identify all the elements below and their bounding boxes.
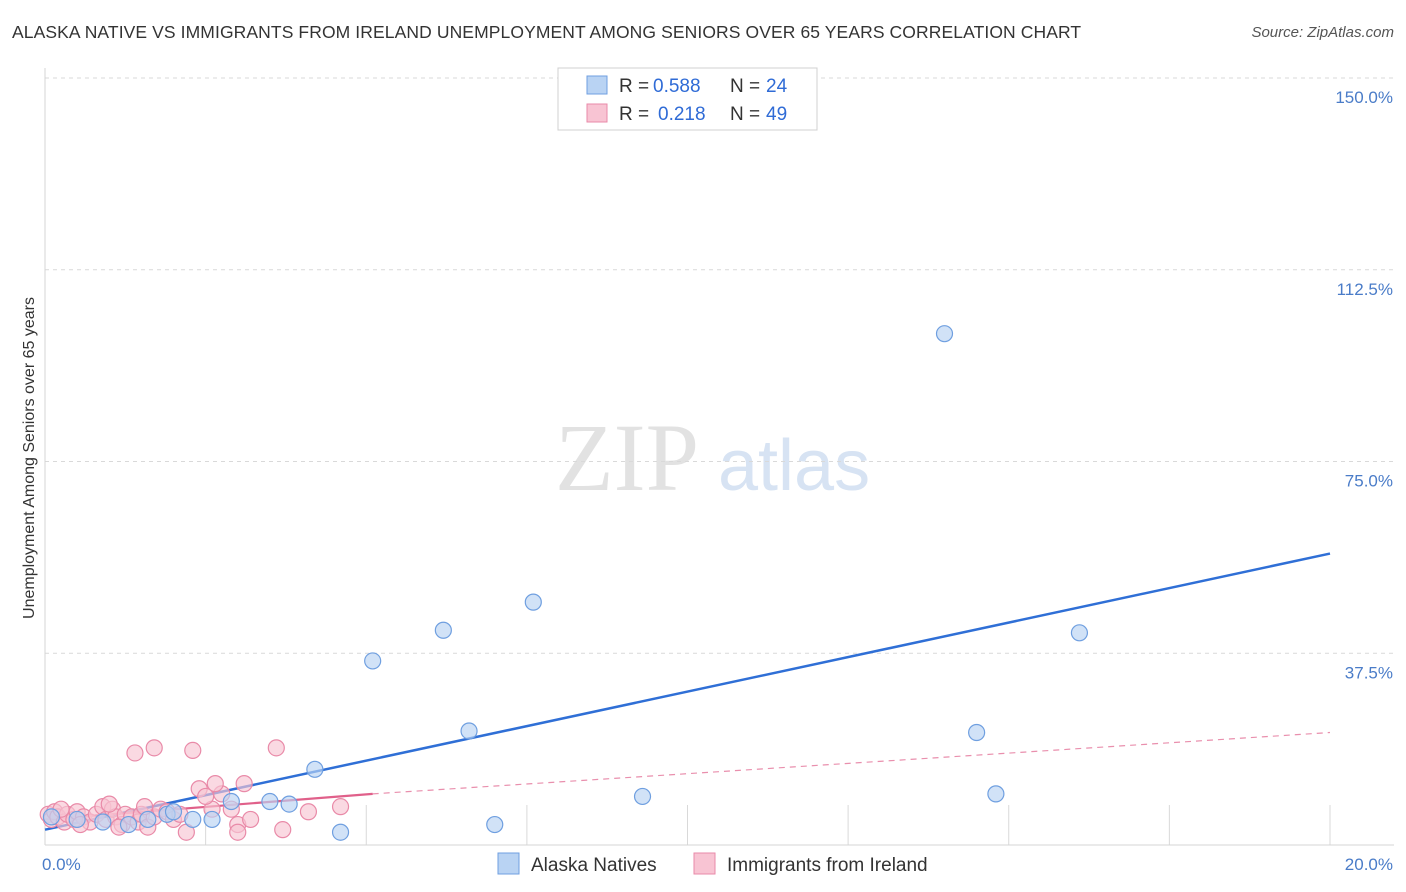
legend-n-value-alaska-natives: 24	[766, 76, 788, 97]
legend-top: R = 0.588 N = 24 R = 0.218 N = 49	[557, 67, 818, 131]
bottom-legend-label-alaska-natives: Alaska Natives	[531, 855, 657, 876]
trend-line-dashed-immigrants-from-ireland	[372, 731, 1331, 795]
point-immigrants-from-ireland	[100, 795, 118, 813]
bottom-legend-swatch-immigrants-from-ireland	[693, 852, 716, 875]
legend-swatch-immigrants-from-ireland	[586, 103, 608, 123]
y-tick-label: 75.0%	[1345, 472, 1393, 491]
legend-r-value-alaska-natives: 0.588	[653, 76, 701, 97]
point-alaska-natives	[261, 792, 279, 811]
point-immigrants-from-ireland	[331, 798, 350, 816]
point-immigrants-from-ireland	[242, 810, 260, 829]
point-alaska-natives	[434, 621, 452, 639]
point-alaska-natives	[486, 815, 504, 834]
point-alaska-natives	[987, 785, 1005, 803]
grid	[45, 77, 1394, 845]
x-tick-label: 20.0%	[1345, 855, 1393, 874]
point-alaska-natives	[633, 787, 652, 806]
y-axis-label: Unemployment Among Seniors over 65 years	[21, 297, 38, 619]
trend-line-alaska-natives	[44, 552, 1331, 831]
point-immigrants-from-ireland	[197, 787, 215, 806]
point-alaska-natives	[184, 810, 202, 829]
source-label: Source: ZipAtlas.com	[1251, 24, 1394, 41]
point-alaska-natives	[139, 810, 157, 829]
point-alaska-natives	[119, 815, 138, 834]
point-alaska-natives	[524, 593, 542, 611]
legend-bottom: Alaska Natives Immigrants from Ireland	[497, 852, 928, 876]
point-alaska-natives	[1070, 624, 1089, 642]
legend-r-label-immigrants-from-ireland: R =	[619, 104, 649, 125]
point-alaska-natives	[164, 803, 183, 821]
point-immigrants-from-ireland	[235, 775, 253, 793]
legend-swatch-alaska-natives	[586, 75, 608, 95]
point-alaska-natives	[364, 652, 382, 670]
point-alaska-natives	[280, 795, 298, 813]
y-tick-label: 150.0%	[1335, 88, 1393, 107]
chart-title: ALASKA NATIVE VS IMMIGRANTS FROM IRELAND…	[12, 22, 1082, 42]
watermark-zip: ZIP	[555, 404, 699, 511]
data-points	[39, 325, 1089, 841]
point-alaska-natives	[94, 813, 112, 831]
point-immigrants-from-ireland	[206, 775, 224, 793]
bottom-legend-swatch-alaska-natives	[497, 852, 520, 875]
axes: 37.5% 75.0% 112.5% 150.0% 0.0% 20.0%	[42, 68, 1394, 874]
legend-r-value-immigrants-from-ireland: 0.218	[658, 104, 706, 125]
point-alaska-natives	[42, 808, 61, 826]
point-alaska-natives	[68, 810, 86, 829]
y-tick-label: 37.5%	[1345, 663, 1393, 682]
point-immigrants-from-ireland	[267, 739, 285, 757]
point-alaska-natives	[935, 325, 954, 343]
point-immigrants-from-ireland	[126, 744, 144, 762]
legend-n-label-immigrants-from-ireland: N =	[730, 104, 760, 125]
point-immigrants-from-ireland	[229, 823, 247, 841]
legend-n-value-immigrants-from-ireland: 49	[766, 104, 787, 125]
point-alaska-natives	[331, 823, 350, 841]
point-alaska-natives	[460, 722, 478, 740]
point-immigrants-from-ireland	[145, 739, 163, 757]
x-tick-label: 0.0%	[42, 855, 81, 874]
point-alaska-natives	[203, 810, 221, 829]
point-immigrants-from-ireland	[274, 821, 292, 839]
watermark-atlas: atlas	[718, 426, 870, 506]
legend-r-label-alaska-natives: R =	[619, 76, 649, 97]
point-alaska-natives	[222, 792, 240, 811]
point-immigrants-from-ireland	[184, 741, 202, 760]
point-immigrants-from-ireland	[299, 803, 318, 821]
y-tick-label: 112.5%	[1337, 280, 1393, 299]
point-alaska-natives	[968, 723, 986, 742]
bottom-legend-label-immigrants-from-ireland: Immigrants from Ireland	[727, 855, 928, 876]
legend-n-label-alaska-natives: N =	[730, 76, 760, 97]
point-alaska-natives	[306, 760, 324, 778]
